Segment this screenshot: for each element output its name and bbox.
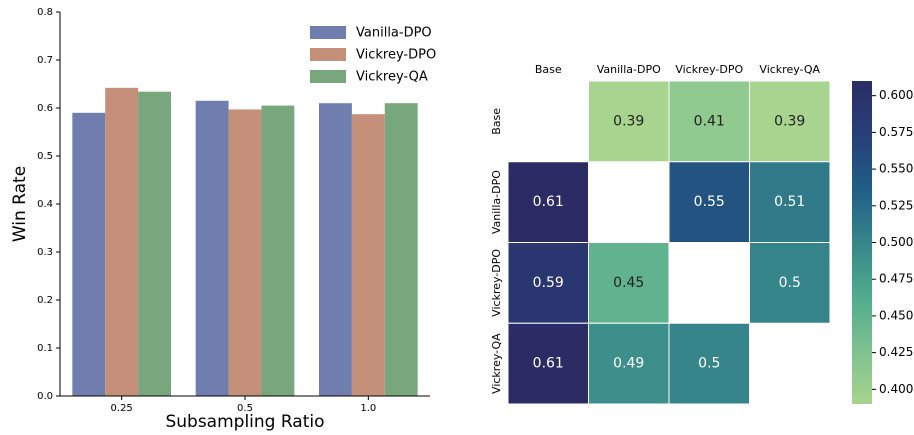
colorbar-tick-label: 0.400 — [879, 382, 913, 396]
colorbar — [852, 81, 872, 404]
heatmap-cell — [588, 322, 670, 405]
heatmap-cell — [507, 322, 589, 405]
colorbar-tick-label: 0.600 — [879, 88, 913, 102]
y-tick-label: 0.1 — [37, 343, 53, 354]
colorbar-tick-label: 0.500 — [879, 235, 913, 249]
y-tick-label: 0.2 — [37, 295, 53, 306]
bar — [261, 105, 295, 396]
cell-label: 0.5 — [779, 275, 801, 291]
colorbar-tick-label: 0.525 — [879, 198, 913, 212]
cell-label: 0.5 — [698, 356, 720, 372]
colorbar-tick-label: 0.575 — [879, 125, 913, 139]
legend-label: Vickrey-DPO — [356, 48, 436, 63]
legend-swatch — [310, 26, 346, 39]
column-label: Vanilla-DPO — [597, 63, 661, 76]
bar — [72, 112, 106, 397]
x-tick-label: 0.25 — [111, 403, 133, 414]
bar — [351, 114, 385, 397]
x-axis-label: Subsampling Ratio — [165, 412, 324, 432]
bar — [195, 100, 229, 397]
cell-label: 0.39 — [774, 113, 805, 129]
y-axis-label: Win Rate — [10, 166, 30, 242]
heatmap-cell — [668, 161, 750, 243]
heatmap-cell — [507, 242, 589, 324]
colorbar-tick-label: 0.475 — [879, 272, 913, 286]
y-tick-label: 0.4 — [37, 199, 53, 210]
bar — [319, 103, 352, 396]
heatmap-cell — [749, 242, 831, 324]
cell-label: 0.55 — [694, 194, 725, 210]
row-label: Vickrey-DPO — [490, 249, 503, 317]
bar — [105, 87, 139, 396]
y-tick-label: 0.7 — [37, 55, 53, 66]
y-tick-label: 0.5 — [37, 151, 53, 162]
cell-label: 0.51 — [774, 194, 805, 210]
bar — [138, 91, 171, 397]
cell-label: 0.59 — [533, 275, 564, 291]
heatmap-cell — [588, 242, 670, 324]
x-tick-label: 1.0 — [360, 403, 376, 414]
row-label: Vanilla-DPO — [490, 170, 503, 234]
legend-label: Vickrey-QA — [356, 70, 428, 85]
y-tick-label: 0.6 — [37, 103, 53, 114]
column-label: Base — [535, 63, 562, 76]
heatmap-cell — [749, 161, 831, 243]
column-label: Vickrey-DPO — [675, 63, 743, 76]
row-label: Vickrey-QA — [490, 333, 503, 394]
cell-label: 0.41 — [694, 113, 725, 129]
column-label: Vickrey-QA — [759, 63, 820, 76]
bar — [228, 109, 262, 396]
x-tick-label: 0.5 — [237, 403, 253, 414]
cell-label: 0.39 — [613, 113, 644, 129]
heatmap-cell — [668, 322, 750, 405]
cell-label: 0.61 — [533, 194, 564, 210]
heatmap-cell — [749, 80, 831, 163]
colorbar-tick-label: 0.550 — [879, 162, 913, 176]
y-tick-label: 0.3 — [37, 247, 53, 258]
colorbar-tick-label: 0.425 — [879, 345, 913, 359]
y-tick-label: 0.8 — [37, 7, 53, 18]
legend-swatch — [310, 48, 346, 61]
row-label: Base — [490, 108, 503, 135]
cell-label: 0.45 — [613, 275, 644, 291]
cell-label: 0.49 — [613, 356, 644, 372]
cell-label: 0.61 — [533, 356, 564, 372]
bar — [384, 103, 418, 396]
legend-label: Vanilla-DPO — [356, 26, 432, 41]
y-tick-label: 0.0 — [37, 391, 53, 402]
colorbar-tick-label: 0.450 — [879, 308, 913, 322]
heatmap-cell — [507, 161, 589, 243]
legend-swatch — [310, 70, 346, 83]
